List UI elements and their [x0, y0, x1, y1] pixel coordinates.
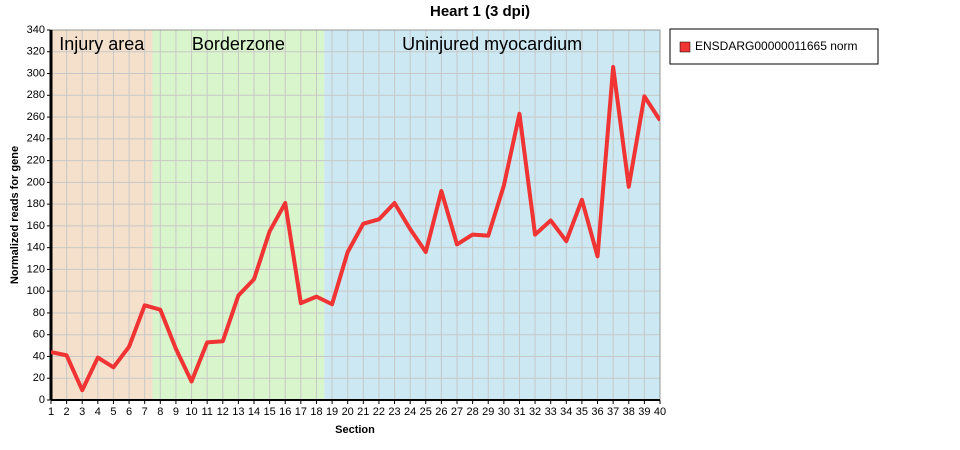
y-tick-label: 200	[27, 176, 45, 188]
y-tick-label: 20	[33, 372, 45, 384]
x-tick-label: 37	[607, 406, 619, 418]
x-tick-label: 19	[326, 406, 338, 418]
y-tick-label: 240	[27, 133, 45, 145]
x-tick-label: 33	[545, 406, 557, 418]
x-tick-label: 15	[263, 406, 275, 418]
x-tick-label: 7	[142, 406, 148, 418]
x-tick-label: 35	[576, 406, 588, 418]
y-tick-label: 280	[27, 89, 45, 101]
region	[324, 30, 660, 400]
chart-title: Heart 1 (3 dpi)	[430, 3, 530, 20]
x-tick-label: 25	[420, 406, 432, 418]
x-tick-label: 39	[638, 406, 650, 418]
y-tick-label: 320	[27, 46, 45, 58]
region-label: Borderzone	[192, 34, 285, 54]
x-tick-label: 23	[388, 406, 400, 418]
region	[51, 30, 153, 400]
x-tick-label: 34	[560, 406, 572, 418]
x-tick-label: 31	[513, 406, 525, 418]
x-tick-label: 32	[529, 406, 541, 418]
x-tick-label: 27	[451, 406, 463, 418]
x-tick-label: 3	[79, 406, 85, 418]
y-tick-label: 120	[27, 263, 45, 275]
y-tick-label: 220	[27, 154, 45, 166]
x-tick-label: 13	[232, 406, 244, 418]
y-tick-label: 180	[27, 198, 45, 210]
y-tick-label: 40	[33, 350, 45, 362]
y-tick-label: 340	[27, 24, 45, 36]
x-tick-label: 1	[48, 406, 54, 418]
y-tick-label: 60	[33, 329, 45, 341]
legend-swatch	[679, 41, 691, 53]
x-tick-label: 17	[295, 406, 307, 418]
legend-box	[669, 28, 879, 65]
y-tick-label: 80	[33, 307, 45, 319]
x-tick-label: 12	[217, 406, 229, 418]
x-tick-label: 8	[157, 406, 163, 418]
x-tick-label: 28	[466, 406, 478, 418]
y-tick-label: 140	[27, 242, 45, 254]
x-tick-label: 38	[623, 406, 635, 418]
region-label: Uninjured myocardium	[402, 34, 582, 54]
x-tick-label: 5	[110, 406, 116, 418]
x-tick-label: 29	[482, 406, 494, 418]
line	[51, 65, 660, 393]
x-tick-label: 2	[64, 406, 70, 418]
y-tick-label: 300	[27, 67, 45, 79]
x-axis-label: Section	[335, 424, 375, 436]
x-tick-label: 24	[404, 406, 416, 418]
x-tick-label: 21	[357, 406, 369, 418]
y-tick-label: 100	[27, 285, 45, 297]
y-tick-label: 0	[39, 394, 45, 406]
legend-label: ENSDARG00000011665 norm	[695, 39, 858, 53]
x-tick-label: 36	[591, 406, 603, 418]
x-tick-label: 18	[310, 406, 322, 418]
y-axis-label: Normalized reads for gene	[9, 146, 21, 284]
y-tick-label: 160	[27, 220, 45, 232]
x-tick-label: 26	[435, 406, 447, 418]
x-tick-label: 16	[279, 406, 291, 418]
y-tick-label: 260	[27, 111, 45, 123]
x-tick-label: 22	[373, 406, 385, 418]
x-tick-label: 40	[654, 406, 666, 418]
x-tick-label: 11	[201, 406, 212, 418]
x-tick-label: 30	[498, 406, 510, 418]
x-tick-label: 20	[342, 406, 354, 418]
x-tick-label: 14	[248, 406, 260, 418]
x-tick-label: 6	[126, 406, 132, 418]
x-tick-label: 10	[185, 406, 197, 418]
x-tick-label: 4	[95, 406, 101, 418]
region-label: Injury area	[59, 34, 145, 54]
x-tick-label: 9	[173, 406, 179, 418]
